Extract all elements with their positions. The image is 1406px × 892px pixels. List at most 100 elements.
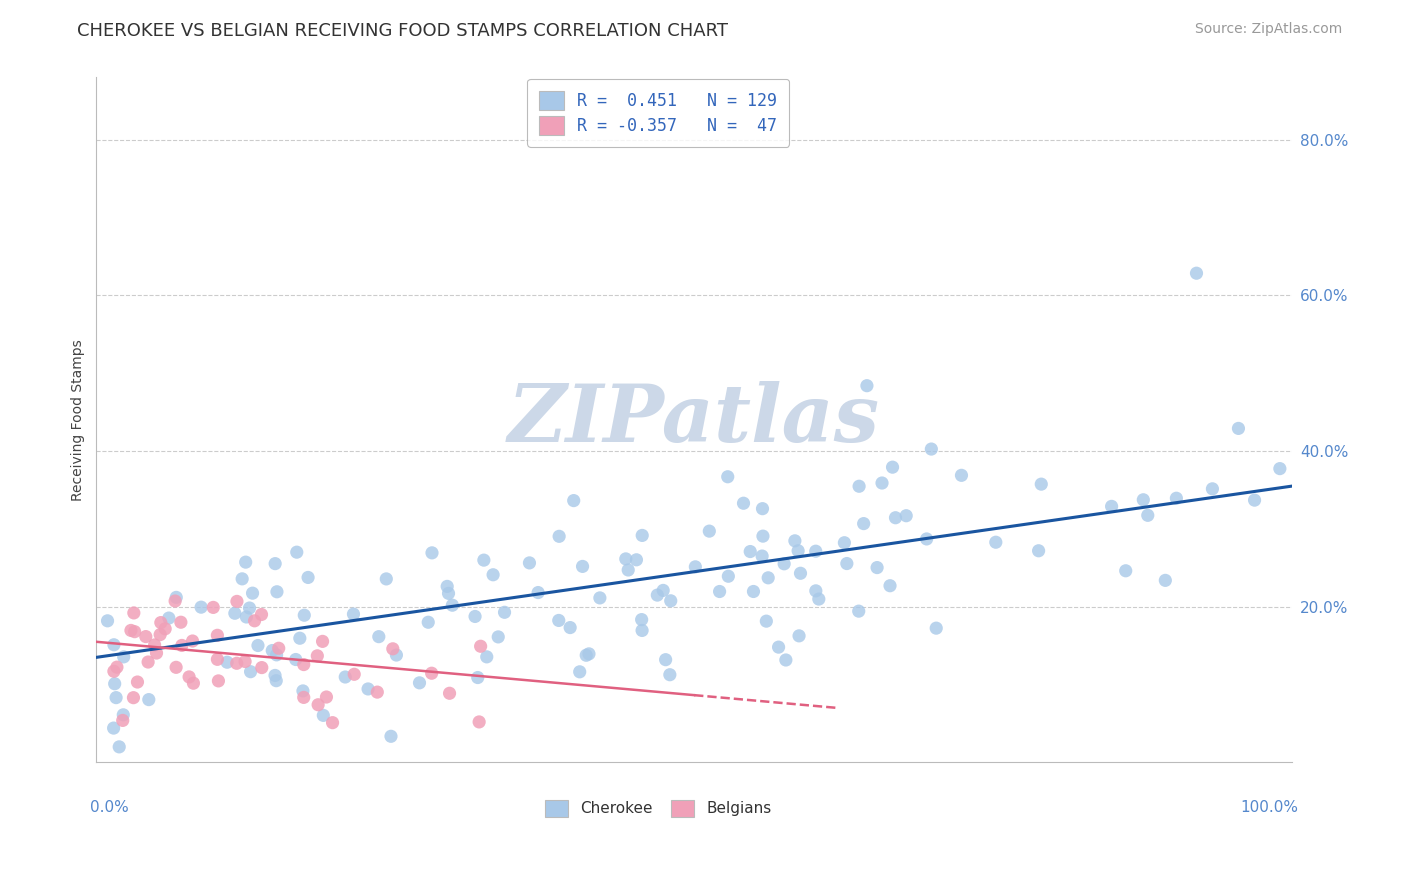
Point bbox=[614, 552, 637, 566]
Point bbox=[1268, 461, 1291, 475]
Point bbox=[775, 653, 797, 667]
Point bbox=[111, 714, 134, 728]
Point bbox=[1115, 564, 1137, 578]
Point bbox=[418, 615, 440, 630]
Point bbox=[264, 673, 287, 688]
Point bbox=[740, 544, 762, 558]
Point bbox=[264, 668, 287, 682]
Point bbox=[773, 557, 796, 571]
Point bbox=[103, 638, 125, 652]
Point bbox=[866, 560, 889, 574]
Point bbox=[920, 442, 942, 456]
Point bbox=[436, 579, 458, 593]
Point bbox=[266, 648, 288, 662]
Point bbox=[789, 566, 811, 581]
Point bbox=[1201, 482, 1223, 496]
Point bbox=[322, 715, 344, 730]
Text: CHEROKEE VS BELGIAN RECEIVING FOOD STAMPS CORRELATION CHART: CHEROKEE VS BELGIAN RECEIVING FOOD STAMP… bbox=[77, 22, 728, 40]
Point bbox=[104, 677, 127, 691]
Point bbox=[315, 690, 337, 704]
Point bbox=[291, 684, 314, 698]
Point bbox=[494, 605, 516, 619]
Point bbox=[950, 468, 973, 483]
Text: 100.0%: 100.0% bbox=[1240, 800, 1298, 815]
Point bbox=[441, 598, 464, 612]
Point bbox=[292, 690, 315, 705]
Point bbox=[486, 630, 509, 644]
Point bbox=[207, 628, 229, 642]
Point bbox=[103, 721, 125, 735]
Point bbox=[717, 469, 740, 483]
Point bbox=[617, 563, 640, 577]
Point bbox=[472, 553, 495, 567]
Point bbox=[896, 508, 918, 523]
Point bbox=[756, 571, 779, 585]
Point bbox=[297, 570, 319, 584]
Point bbox=[717, 569, 740, 583]
Point bbox=[848, 604, 870, 618]
Point bbox=[105, 690, 128, 705]
Point bbox=[153, 622, 176, 636]
Point bbox=[157, 611, 180, 625]
Point bbox=[242, 586, 264, 600]
Point bbox=[366, 685, 388, 699]
Text: ZIPatlas: ZIPatlas bbox=[508, 381, 880, 458]
Point bbox=[342, 607, 364, 621]
Point bbox=[165, 594, 187, 608]
Point bbox=[267, 641, 290, 656]
Point bbox=[112, 649, 135, 664]
Point bbox=[915, 532, 938, 546]
Point bbox=[367, 630, 389, 644]
Point bbox=[108, 739, 131, 754]
Point bbox=[250, 660, 273, 674]
Point bbox=[1154, 574, 1177, 588]
Point bbox=[231, 572, 253, 586]
Point bbox=[631, 624, 654, 638]
Point bbox=[787, 543, 810, 558]
Point bbox=[183, 676, 205, 690]
Point bbox=[292, 657, 315, 672]
Point bbox=[578, 647, 600, 661]
Point bbox=[475, 649, 498, 664]
Point bbox=[149, 627, 172, 641]
Point bbox=[848, 479, 870, 493]
Point bbox=[408, 676, 430, 690]
Point bbox=[709, 584, 731, 599]
Point bbox=[742, 584, 765, 599]
Point bbox=[264, 557, 287, 571]
Point bbox=[243, 614, 266, 628]
Point bbox=[335, 670, 357, 684]
Point bbox=[630, 613, 652, 627]
Point bbox=[560, 621, 582, 635]
Point bbox=[631, 528, 654, 542]
Point bbox=[170, 639, 193, 653]
Point bbox=[266, 584, 288, 599]
Point bbox=[755, 614, 778, 628]
Point bbox=[312, 708, 335, 723]
Point bbox=[733, 496, 755, 510]
Point bbox=[768, 640, 790, 654]
Point bbox=[262, 643, 284, 657]
Point bbox=[439, 686, 461, 700]
Point bbox=[626, 553, 648, 567]
Point bbox=[882, 460, 904, 475]
Legend: Cherokee, Belgians: Cherokee, Belgians bbox=[538, 793, 778, 823]
Point bbox=[1185, 266, 1208, 280]
Point bbox=[925, 621, 948, 635]
Point bbox=[804, 544, 827, 558]
Y-axis label: Receiving Food Stamps: Receiving Food Stamps bbox=[72, 339, 86, 500]
Point bbox=[375, 572, 398, 586]
Point bbox=[122, 690, 145, 705]
Point bbox=[879, 579, 901, 593]
Point bbox=[343, 667, 366, 681]
Point bbox=[807, 592, 830, 607]
Point bbox=[288, 632, 311, 646]
Point bbox=[181, 634, 204, 648]
Point bbox=[307, 698, 329, 712]
Point bbox=[170, 615, 193, 630]
Point bbox=[652, 583, 675, 598]
Point bbox=[235, 610, 257, 624]
Point bbox=[562, 493, 585, 508]
Point bbox=[870, 475, 893, 490]
Point bbox=[568, 665, 591, 679]
